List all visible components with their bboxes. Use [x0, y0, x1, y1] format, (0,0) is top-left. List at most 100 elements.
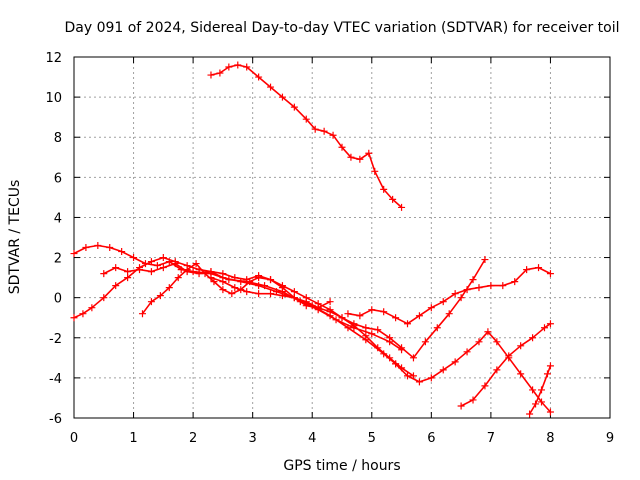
data-point — [219, 278, 227, 286]
x-tick-label: 4 — [308, 431, 316, 446]
data-series-layer — [70, 61, 554, 418]
data-point — [267, 276, 275, 284]
x-tick-label: 9 — [606, 431, 614, 446]
data-point — [404, 320, 412, 328]
series-8 — [392, 328, 554, 416]
data-point — [278, 284, 286, 292]
data-point — [543, 370, 551, 378]
data-point — [159, 254, 167, 262]
data-point — [529, 334, 537, 342]
data-point — [540, 324, 548, 332]
data-point — [365, 149, 373, 157]
data-point — [374, 326, 382, 334]
data-point — [487, 282, 495, 290]
data-point — [231, 284, 239, 292]
x-tick-label: 2 — [189, 431, 197, 446]
series-5 — [138, 260, 334, 318]
data-point — [228, 290, 236, 298]
data-point — [106, 244, 114, 252]
data-point — [356, 155, 364, 163]
series-3 — [70, 254, 400, 368]
data-point — [469, 276, 477, 284]
x-tick-label: 0 — [70, 431, 78, 446]
data-point — [368, 330, 376, 338]
data-point — [207, 71, 215, 79]
data-point — [380, 185, 388, 193]
data-point — [290, 288, 298, 296]
data-point — [314, 304, 322, 312]
data-point — [493, 338, 501, 346]
data-point — [481, 256, 489, 264]
data-point — [445, 310, 453, 318]
data-point — [368, 306, 376, 314]
data-point — [475, 284, 483, 292]
data-point — [290, 103, 298, 111]
series-line — [73, 244, 403, 351]
data-point — [147, 298, 155, 306]
data-point — [159, 264, 167, 272]
data-point — [171, 260, 179, 268]
data-point — [183, 266, 191, 274]
data-point — [415, 312, 423, 320]
grid-lines — [74, 57, 610, 418]
data-point — [124, 268, 132, 276]
data-point — [138, 310, 146, 318]
data-point — [112, 282, 120, 290]
data-point — [278, 292, 286, 300]
data-point — [493, 366, 501, 374]
data-point — [82, 244, 90, 252]
series-line — [210, 258, 486, 359]
data-point — [439, 366, 447, 374]
axis-ticks — [73, 56, 611, 419]
data-point — [207, 274, 215, 282]
data-point — [311, 125, 319, 133]
data-point — [421, 338, 429, 346]
data-point — [88, 304, 96, 312]
data-point — [219, 286, 227, 294]
data-point — [136, 266, 144, 274]
series-9 — [457, 320, 554, 410]
data-point — [234, 61, 242, 69]
data-point — [546, 362, 554, 370]
data-point — [100, 270, 108, 278]
data-point — [350, 320, 358, 328]
x-axis-tick-labels: 0 1 2 3 4 5 6 7 8 9 — [70, 431, 614, 446]
series-line — [210, 64, 403, 209]
data-point — [290, 294, 298, 302]
y-axis-label: SDTVAR / TECUs — [7, 180, 23, 295]
data-point — [216, 69, 224, 77]
data-point — [398, 203, 406, 211]
y-tick-label: 6 — [54, 171, 62, 186]
data-point — [427, 374, 435, 382]
data-point — [153, 262, 161, 270]
data-point — [392, 360, 400, 368]
series-line — [460, 322, 552, 407]
data-point — [94, 242, 102, 250]
data-point — [302, 115, 310, 123]
data-point — [347, 153, 355, 161]
data-point — [505, 352, 513, 360]
x-tick-label: 7 — [487, 431, 495, 446]
data-point — [469, 396, 477, 404]
data-point — [243, 288, 251, 296]
data-point — [192, 260, 200, 268]
data-point — [523, 266, 531, 274]
y-tick-label: 4 — [54, 211, 62, 226]
data-point — [546, 320, 554, 328]
data-point — [344, 310, 352, 318]
data-point — [386, 354, 394, 362]
data-point — [371, 167, 379, 175]
data-point — [147, 258, 155, 266]
data-point — [344, 324, 352, 332]
data-point — [475, 338, 483, 346]
data-point — [79, 310, 87, 318]
data-point — [409, 354, 417, 362]
data-point — [511, 278, 519, 286]
data-point — [219, 270, 227, 278]
data-point — [329, 131, 337, 139]
data-point — [255, 290, 263, 298]
x-tick-label: 6 — [427, 431, 435, 446]
data-point — [320, 127, 328, 135]
data-point — [374, 344, 382, 352]
